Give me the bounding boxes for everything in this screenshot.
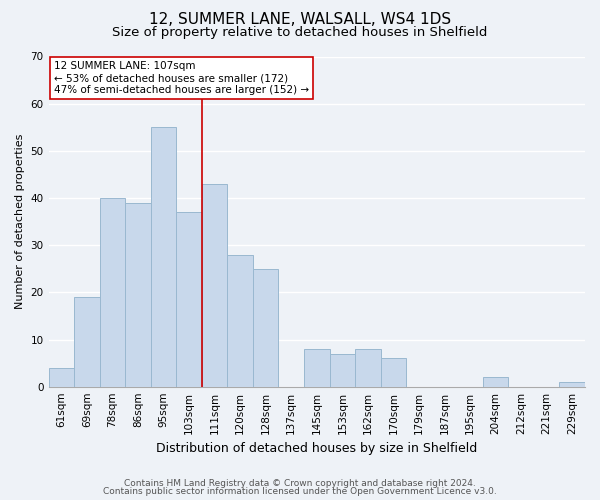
Bar (151, 128, 176, 386)
Bar (380, 358, 406, 386)
Y-axis label: Number of detached properties: Number of detached properties (15, 134, 25, 310)
Bar (227, 254, 253, 386)
Text: Contains HM Land Registry data © Crown copyright and database right 2024.: Contains HM Land Registry data © Crown c… (124, 478, 476, 488)
Text: Size of property relative to detached houses in Shelfield: Size of property relative to detached ho… (112, 26, 488, 39)
Bar (355, 349, 380, 387)
Text: Contains public sector information licensed under the Open Government Licence v3: Contains public sector information licen… (103, 487, 497, 496)
Bar (483, 377, 508, 386)
Bar (304, 349, 329, 387)
Bar (202, 184, 227, 386)
Bar (176, 212, 202, 386)
Bar (329, 354, 355, 386)
Bar (49, 368, 74, 386)
Text: 12 SUMMER LANE: 107sqm
← 53% of detached houses are smaller (172)
47% of semi-de: 12 SUMMER LANE: 107sqm ← 53% of detached… (54, 62, 309, 94)
Text: 12, SUMMER LANE, WALSALL, WS4 1DS: 12, SUMMER LANE, WALSALL, WS4 1DS (149, 12, 451, 28)
Bar (253, 269, 278, 386)
Bar (74, 297, 100, 386)
Bar (125, 202, 151, 386)
Bar (559, 382, 585, 386)
Bar (100, 198, 125, 386)
X-axis label: Distribution of detached houses by size in Shelfield: Distribution of detached houses by size … (156, 442, 478, 455)
